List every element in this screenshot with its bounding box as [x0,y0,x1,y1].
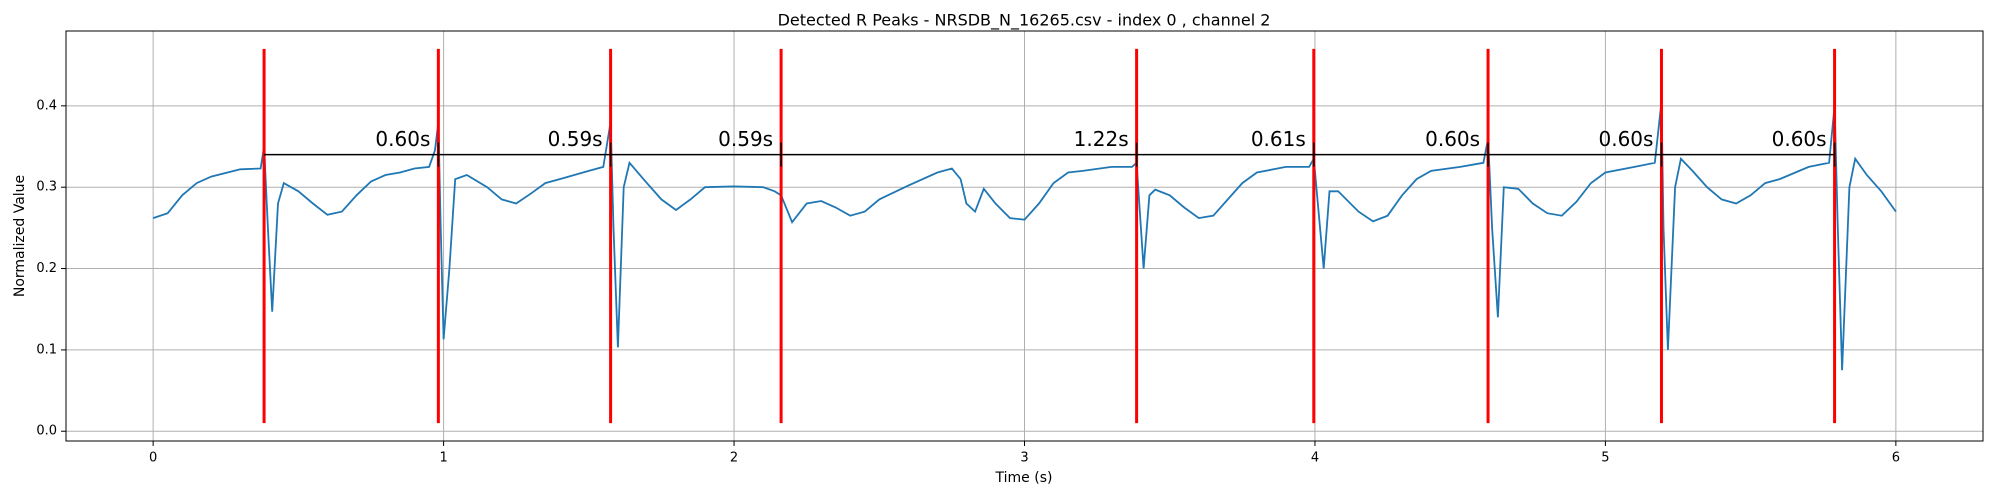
x-tick-label: 0 [149,451,157,466]
interval-label: 1.22s [1074,127,1129,151]
interval-label: 0.60s [1772,127,1827,151]
x-tick-label: 1 [439,451,447,466]
interval-label: 0.60s [1599,127,1654,151]
interval-label: 0.59s [718,127,773,151]
y-axis-label: Normalized Value [12,175,28,297]
x-tick-label: 6 [1892,451,1900,466]
chart-title: Detected R Peaks - NRSDB_N_16265.csv - i… [778,11,1271,31]
interval-label: 0.60s [1425,127,1480,151]
y-tick-label: 0.1 [36,342,57,357]
interval-label: 0.59s [548,127,603,151]
plot-frame [65,30,1984,442]
signal-line [152,101,1897,371]
x-tick-label: 5 [1601,451,1609,466]
interval-label: 0.61s [1251,127,1306,151]
interval-label: 0.60s [375,127,430,151]
x-tick-label: 2 [730,451,738,466]
y-tick-label: 0.4 [36,98,57,113]
x-axis-label: Time (s) [995,470,1053,486]
y-tick-label: 0.2 [36,261,57,276]
x-tick-label: 3 [1020,451,1028,466]
y-tick-label: 0.0 [36,424,57,439]
y-tick-label: 0.3 [36,180,57,195]
x-tick-label: 4 [1311,451,1319,466]
